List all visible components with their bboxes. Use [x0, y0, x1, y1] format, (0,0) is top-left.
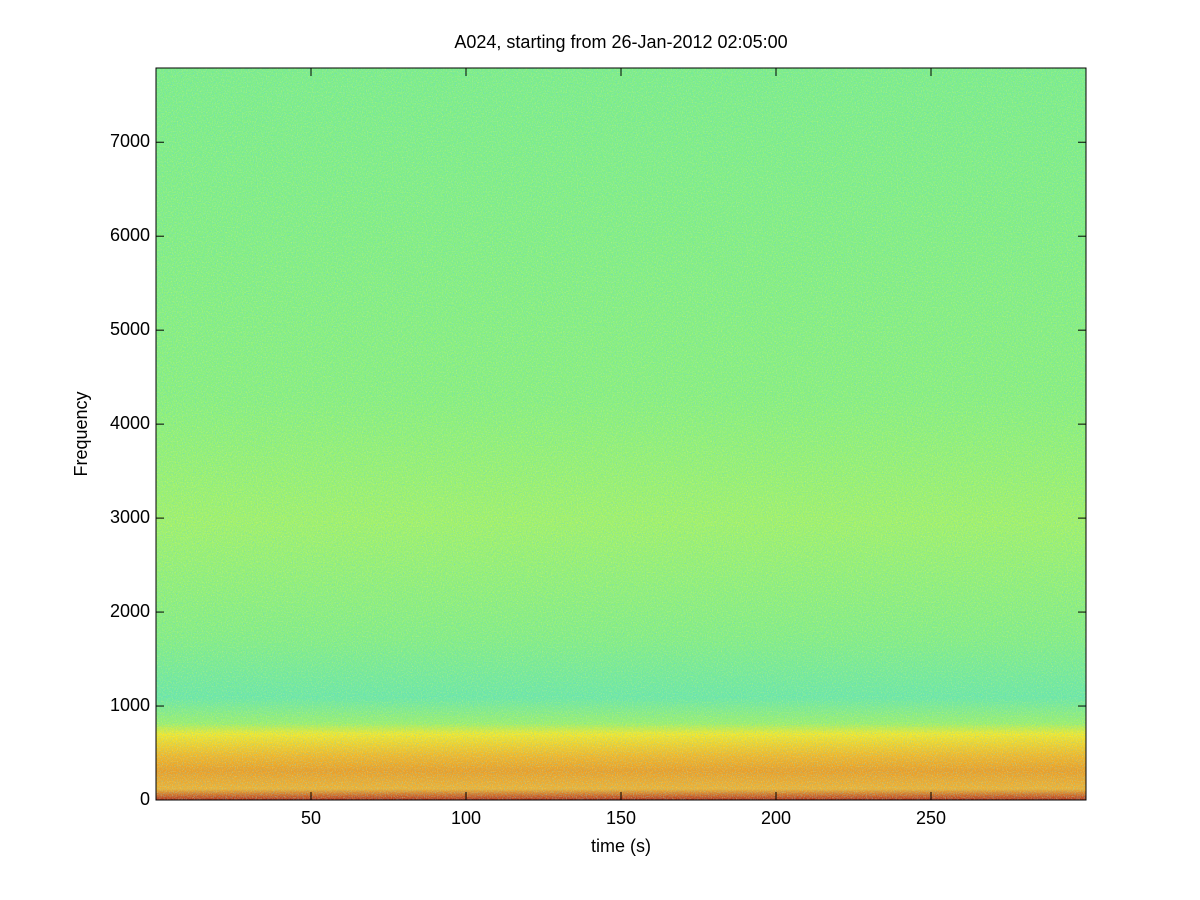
x-tick-label: 150 — [606, 808, 636, 828]
x-tick-label: 100 — [451, 808, 481, 828]
x-tick-label: 200 — [761, 808, 791, 828]
y-tick-label: 6000 — [110, 225, 150, 245]
y-tick-label: 3000 — [110, 507, 150, 527]
x-axis-label: time (s) — [591, 836, 651, 856]
spectrogram-texture — [156, 68, 1086, 800]
x-tick-label: 50 — [301, 808, 321, 828]
y-tick-label: 2000 — [110, 601, 150, 621]
y-tick-label: 4000 — [110, 413, 150, 433]
x-tick-label: 250 — [916, 808, 946, 828]
y-tick-label: 5000 — [110, 319, 150, 339]
chart-title: A024, starting from 26-Jan-2012 02:05:00 — [454, 32, 787, 52]
y-tick-label: 7000 — [110, 131, 150, 151]
y-tick-label: 1000 — [110, 695, 150, 715]
y-tick-label: 0 — [140, 789, 150, 809]
y-axis-label: Frequency — [71, 391, 91, 476]
spectrogram — [156, 68, 1086, 800]
